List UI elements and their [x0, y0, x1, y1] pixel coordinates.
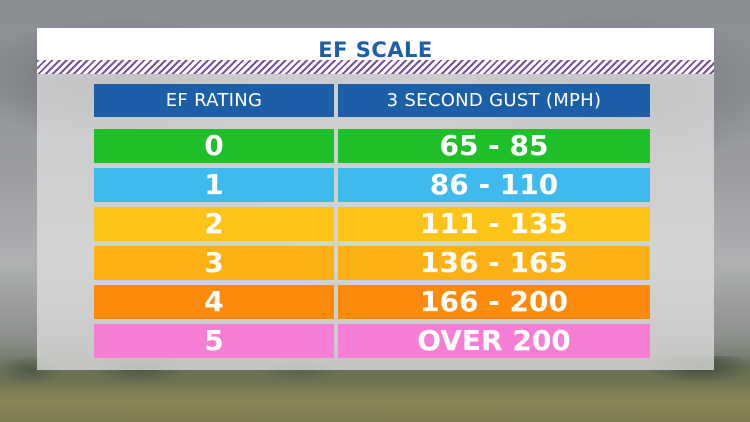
header-stripe	[37, 60, 714, 74]
rating-cell: 1	[94, 168, 334, 202]
ef-scale-card: EF SCALE EF RATING 3 SECOND GUST (MPH) 0…	[37, 28, 714, 370]
page-title: EF SCALE	[318, 38, 433, 62]
rating-cell: 5	[94, 324, 334, 358]
rating-cell: 4	[94, 285, 334, 319]
gust-cell: 136 - 165	[338, 246, 650, 280]
gust-cell: 65 - 85	[338, 129, 650, 163]
column-header-ef-rating: EF RATING	[94, 84, 334, 117]
gust-cell: 86 - 110	[338, 168, 650, 202]
gust-cell: 111 - 135	[338, 207, 650, 241]
gust-cell: OVER 200	[338, 324, 650, 358]
rating-cell: 0	[94, 129, 334, 163]
column-header-gust: 3 SECOND GUST (MPH)	[338, 84, 650, 117]
gust-cell: 166 - 200	[338, 285, 650, 319]
rating-cell: 2	[94, 207, 334, 241]
rating-cell: 3	[94, 246, 334, 280]
